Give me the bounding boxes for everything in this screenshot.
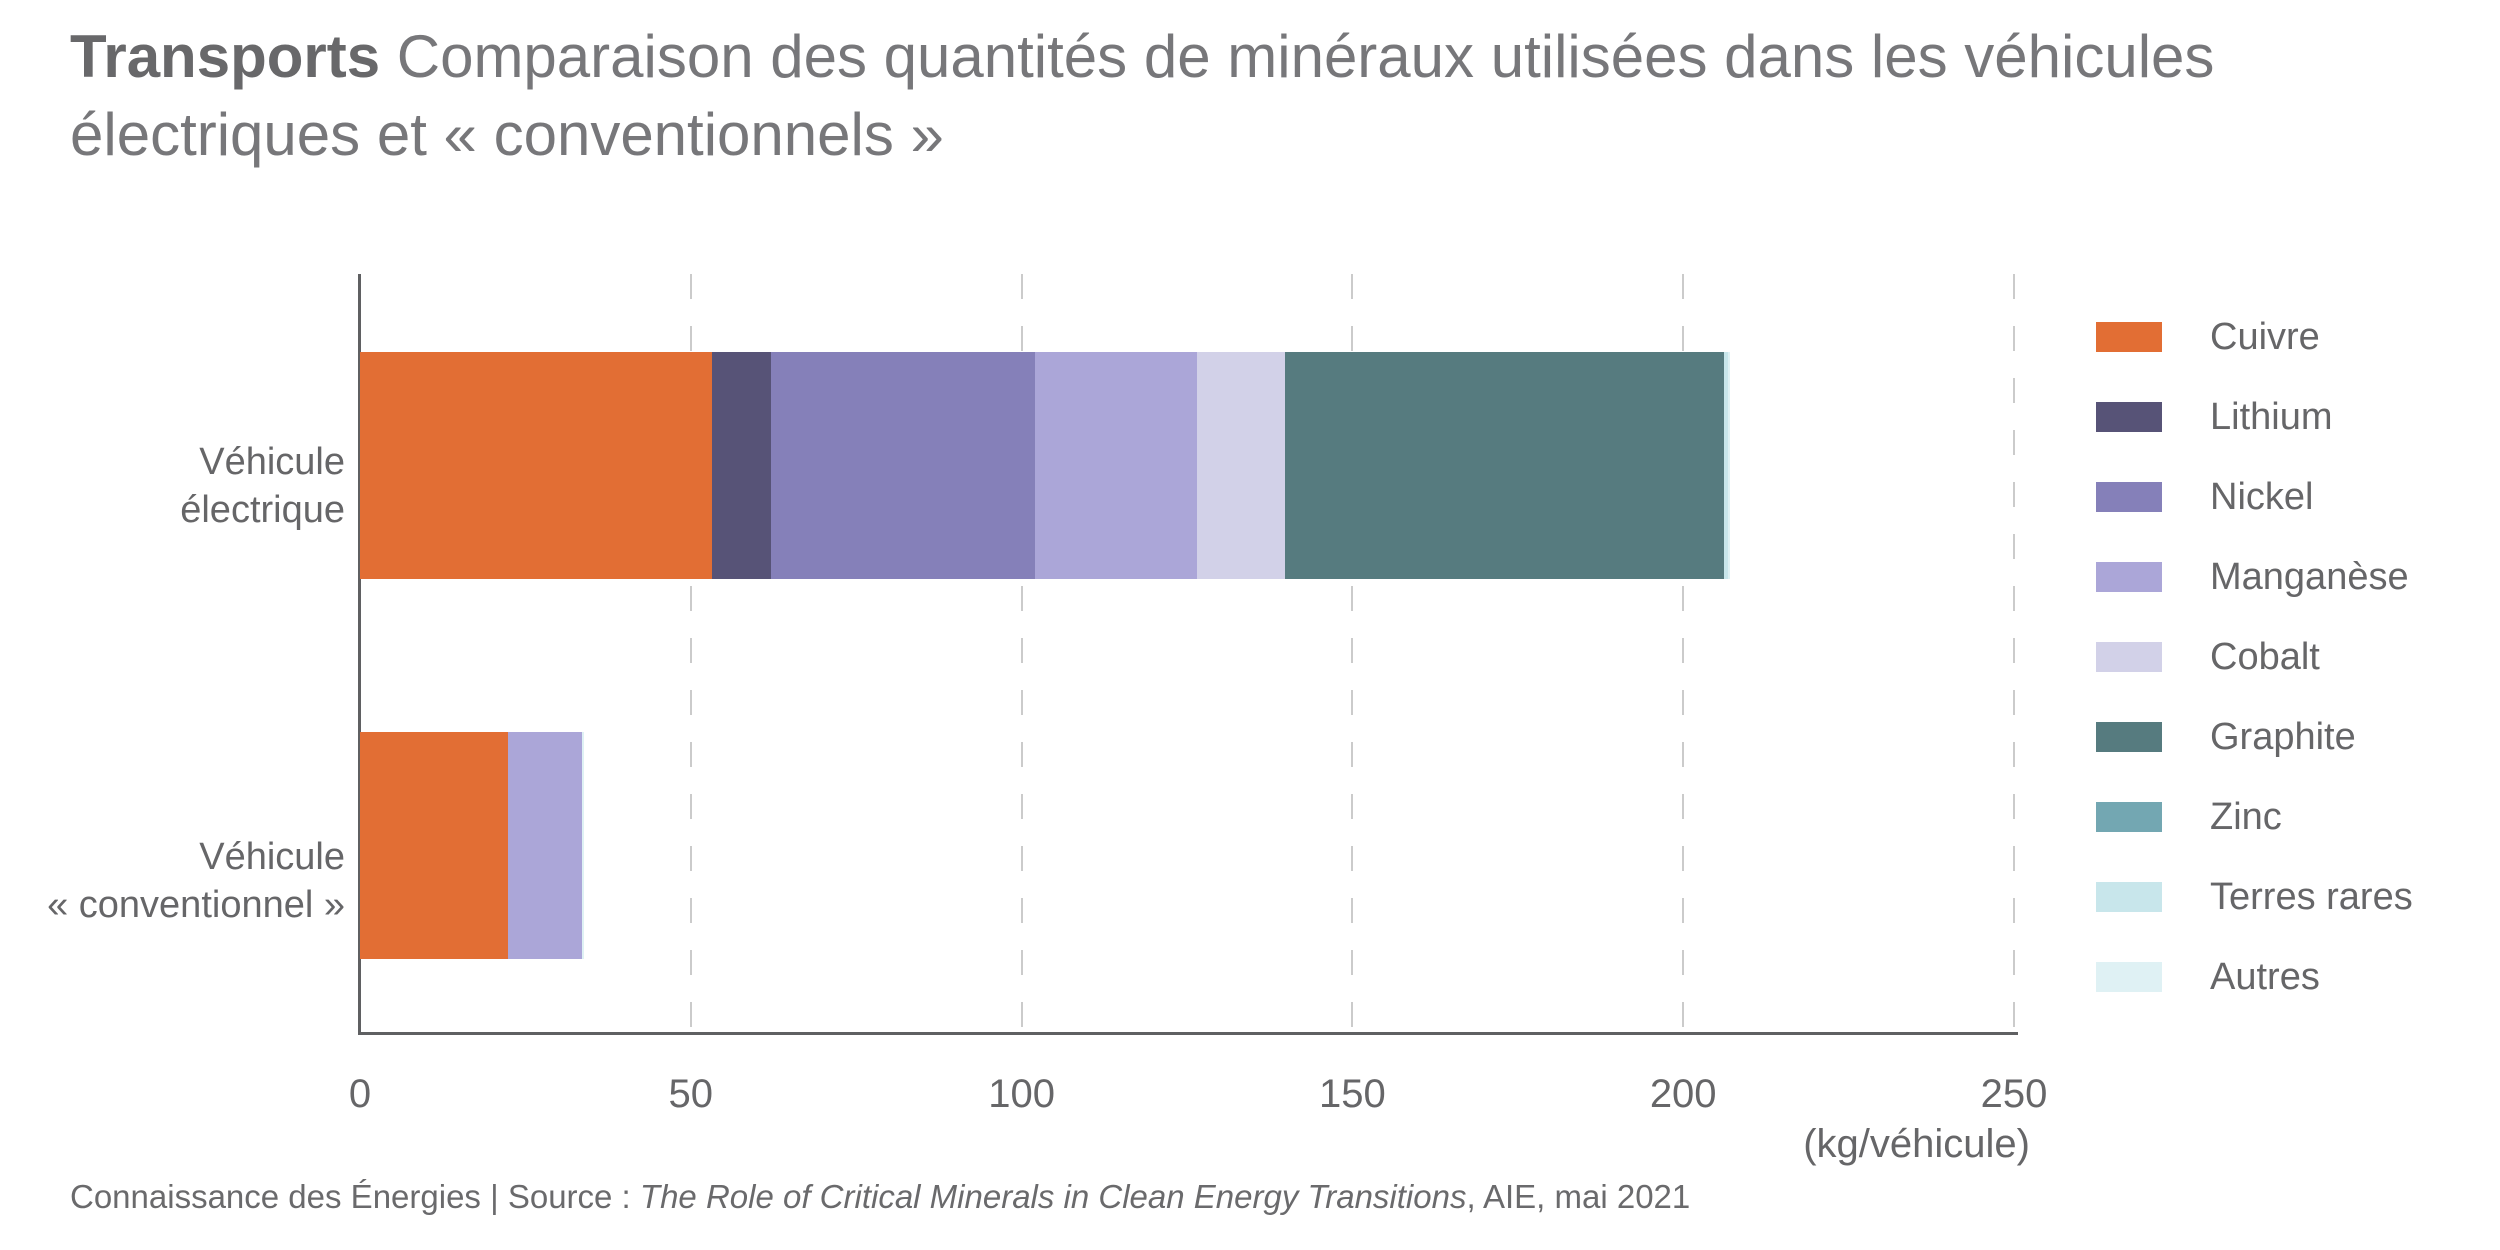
bar-segment-autres [582, 732, 585, 959]
legend-item: Zinc [2096, 777, 2413, 857]
legend-item: Graphite [2096, 697, 2413, 777]
gridline [1682, 274, 1685, 1032]
bar-segment-zinc [581, 732, 583, 959]
bar-segment-cuivre [360, 732, 508, 959]
legend-item: Manganèse [2096, 537, 2413, 617]
legend-label: Nickel [2210, 475, 2314, 518]
bar-segment-manganèse [1034, 352, 1197, 579]
x-tick-label: 0 [348, 1072, 372, 1116]
source-line: Connaissance des Énergies | Source : The… [70, 1178, 1690, 1216]
x-tick-label: 100 [988, 1072, 1055, 1116]
legend-label: Cuivre [2210, 315, 2320, 358]
bar-segment-terres-rares [1724, 352, 1728, 579]
legend-item: Terres rares [2096, 857, 2413, 937]
x-tick-label: 50 [668, 1072, 714, 1116]
legend-label: Cobalt [2210, 635, 2320, 678]
bar-segment-nickel [770, 352, 1035, 579]
legend-item: Lithium [2096, 377, 2413, 457]
gridline [689, 274, 692, 1032]
legend-swatch-nickel [2096, 482, 2162, 512]
y-axis-line [358, 274, 361, 1035]
title-line1: Comparaison des quantités de minéraux ut… [396, 23, 2215, 90]
legend-swatch-terres-rares [2096, 882, 2162, 912]
legend-swatch-zinc [2096, 802, 2162, 832]
legend-swatch-manganèse [2096, 562, 2162, 592]
legend-label: Manganèse [2210, 555, 2409, 598]
legend-item: Cuivre [2096, 297, 2413, 377]
source-title: The Role of Critical Minerals in Clean E… [639, 1178, 1467, 1215]
gridline [1351, 274, 1354, 1032]
legend-label: Graphite [2210, 715, 2356, 758]
source-suffix: , AIE, mai 2021 [1466, 1178, 1691, 1215]
bar-segment-cobalt [1196, 352, 1285, 579]
title-line2: électriques et « conventionnels » [70, 101, 944, 168]
page-title: Transports Comparaison des quantités de … [70, 18, 2430, 174]
x-tick-label: 150 [1319, 1072, 1386, 1116]
legend-swatch-graphite [2096, 722, 2162, 752]
legend-label: Terres rares [2210, 875, 2413, 918]
legend-label: Autres [2210, 955, 2320, 998]
bar-segment-zinc [1723, 352, 1725, 579]
legend-item: Cobalt [2096, 617, 2413, 697]
x-tick-label: 250 [1980, 1072, 2048, 1116]
x-axis-unit-label: (kg/véhicule) [1803, 1122, 2030, 1166]
source-prefix: Connaissance des Énergies | Source : [70, 1178, 640, 1215]
legend-item: Nickel [2096, 457, 2413, 537]
title-category: Transports [70, 23, 381, 90]
legend-label: Zinc [2210, 795, 2282, 838]
gridline [2013, 274, 2015, 1032]
bar-segment-manganèse [507, 732, 582, 959]
x-tick-label: 200 [1649, 1072, 1717, 1116]
legend-swatch-autres [2096, 962, 2162, 992]
legend: Cuivre Lithium Nickel Manganèse Cobalt Graphi… [2096, 297, 2413, 1017]
category-label-electric: Véhicule électrique [180, 441, 345, 531]
category-label-conventional: Véhicule « conventionnel » [47, 836, 345, 926]
gridline [1020, 274, 1023, 1032]
legend-item: Autres [2096, 937, 2413, 1017]
x-axis-line [358, 1032, 2018, 1035]
bar-segment-graphite [1284, 352, 1724, 579]
bar-segment-cuivre [360, 352, 712, 579]
bar-segment-autres [1727, 352, 1730, 579]
legend-swatch-cuivre [2096, 322, 2162, 352]
legend-swatch-lithium [2096, 402, 2162, 432]
legend-label: Lithium [2210, 395, 2333, 438]
bar-segment-lithium [711, 352, 771, 579]
legend-swatch-cobalt [2096, 642, 2162, 672]
